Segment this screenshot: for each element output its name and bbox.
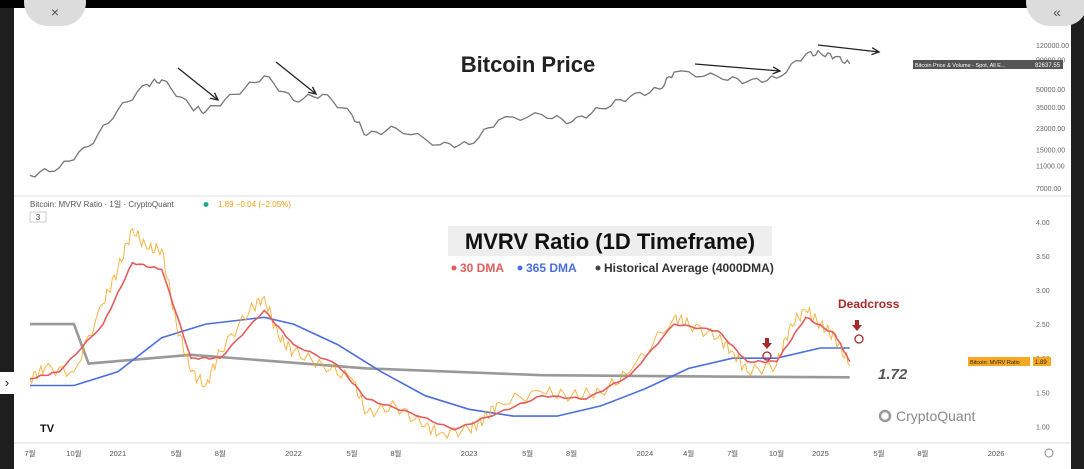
mvrv-y-tick: 1.50 — [1036, 390, 1050, 397]
mvrv-series-365-dma — [30, 316, 850, 417]
trend-arrow-3-head — [772, 66, 782, 75]
legend-label-2: Historical Average (4000DMA) — [604, 261, 774, 275]
indicator-count: 3 — [36, 213, 41, 222]
trend-arrow-2-head — [308, 86, 318, 95]
mvrv-y-tick: 2.50 — [1036, 322, 1050, 329]
cross-arrow-1 — [762, 338, 772, 349]
mvrv-y-tick: 3.00 — [1036, 288, 1050, 295]
cross-arrow-2 — [852, 320, 862, 331]
x-tick-label: 8월 — [215, 448, 226, 458]
mvrv-chart-title: MVRV Ratio (1D Timeframe) — [465, 229, 755, 254]
trend-arrows — [177, 44, 881, 101]
expand-button[interactable]: « — [1026, 0, 1084, 26]
x-tick-label: 4월 — [683, 448, 694, 458]
x-tick-label: 2022 — [285, 449, 302, 458]
x-tick-label: 10월 — [66, 448, 81, 458]
historical-average-value: 1.72 — [878, 366, 908, 383]
indicator-count-box[interactable] — [29, 211, 47, 223]
trend-arrow-1-head — [210, 92, 220, 101]
x-tick-label: 5월 — [522, 448, 533, 458]
mvrv-annotations: 1.72 Deadcross — [762, 297, 908, 383]
cryptoquant-watermark: CryptoQuant — [878, 408, 975, 424]
mvrv-value-bg — [1033, 357, 1051, 366]
price-y-tick: 35000.00 — [1036, 105, 1065, 112]
price-series-tag-bg — [913, 60, 1033, 69]
live-dot-icon — [203, 202, 209, 207]
cryptoquant-text: CryptoQuant — [896, 408, 975, 424]
mvrv-y-axis: 4.003.503.002.502.001.501.00 — [1036, 220, 1050, 432]
legend-dot-0 — [451, 265, 457, 271]
top-bar — [0, 0, 1084, 8]
x-tick-label: 8월 — [390, 448, 401, 458]
legend-dot-2 — [595, 265, 601, 271]
x-tick-label: 7월 — [24, 448, 35, 458]
mvrv-header: Bitcoin: MVRV Ratio · 1일 · CryptoQuant — [30, 200, 174, 209]
legend-label-0: 30 DMA — [460, 261, 504, 275]
price-pane: Bitcoin Price 120000.0090000.0050000.003… — [29, 43, 1069, 193]
legend-dot-1 — [517, 265, 523, 271]
trend-arrow-4-head — [871, 47, 881, 56]
price-last-value: 82637.55 — [1035, 63, 1061, 69]
price-chart-title: Bitcoin Price — [461, 52, 595, 77]
mvrv-lines — [29, 227, 851, 440]
mvrv-series-30-dma — [29, 261, 851, 431]
close-icon: × — [50, 4, 60, 20]
mvrv-y-tick: 3.50 — [1036, 254, 1050, 261]
mvrv-series-bitcoin-mvrv-ratio — [29, 227, 851, 440]
trend-arrow-3 — [694, 63, 781, 72]
x-tick-label: 2025 — [812, 449, 829, 458]
tradingview-logo: TV — [40, 423, 55, 435]
mvrv-legend: 30 DMA 365 DMA Historical Average (4000DMA… — [451, 261, 774, 275]
cross-marker-2 — [854, 334, 864, 344]
price-y-tick: 50000.00 — [1036, 87, 1065, 94]
cryptoquant-logo-icon — [878, 409, 892, 423]
x-axis: 7월 10월 2021 5월 8월 2022 5월 8월 2023 5월 8월 2024 4월 7월 10월… — [14, 442, 1071, 458]
deadcross-label: Deadcross — [838, 297, 900, 311]
settings-gear-icon[interactable] — [1044, 448, 1054, 458]
price-line — [29, 49, 851, 178]
mvrv-series-historical-average-4000dma- — [30, 322, 850, 379]
x-tick-label: 2024 — [636, 449, 653, 458]
trend-arrow-2 — [275, 61, 317, 95]
trend-arrow-1 — [177, 67, 219, 101]
price-y-tick: 23000.00 — [1036, 126, 1065, 133]
mvrv-y-tick: 1.00 — [1036, 424, 1050, 431]
mvrv-series-tag-bg — [968, 357, 1030, 366]
chevron-right-icon[interactable]: › — [0, 372, 14, 394]
x-tick-label: 8월 — [917, 448, 928, 458]
x-tick-label: 5월 — [346, 448, 357, 458]
x-tick-label: 2026 — [988, 449, 1005, 458]
x-tick-label: 10월 — [769, 448, 784, 458]
mvrv-y-tick: 4.00 — [1036, 220, 1050, 227]
price-value-bg — [1033, 60, 1063, 69]
trend-arrow-4 — [817, 44, 880, 53]
mvrv-title-bg — [448, 226, 772, 256]
x-tick-label: 2023 — [461, 449, 478, 458]
price-y-tick: 7000.00 — [1036, 186, 1061, 193]
cross-marker-1 — [762, 351, 772, 361]
x-tick-label: 7월 — [727, 448, 738, 458]
legend-label-1: 365 DMA — [526, 261, 577, 275]
mvrv-header-value: 1.89 −0.04 (−2.05%) — [218, 200, 291, 209]
price-y-tick: 15000.00 — [1036, 148, 1065, 155]
mvrv-last-value-tag: Bitcoin: MVRV Ratio 1.89 — [968, 357, 1051, 366]
x-tick-label: 5월 — [171, 448, 182, 458]
mvrv-pane: Bitcoin: MVRV Ratio · 1일 · CryptoQuant 1… — [29, 200, 1051, 440]
mvrv-last-value: 1.89 — [1035, 360, 1047, 366]
price-y-tick: 120000.00 — [1036, 43, 1069, 50]
price-y-tick: 11000.00 — [1036, 163, 1065, 170]
price-last-value-tag: Bitcoin Price & Volume - Spot, All E... 8… — [913, 60, 1063, 69]
close-button[interactable]: × — [24, 0, 86, 26]
x-tick-label: 2021 — [109, 449, 126, 458]
chevron-left-icon: « — [1053, 4, 1061, 20]
mvrv-series-name: Bitcoin: MVRV Ratio — [970, 360, 1020, 366]
x-tick-label: 5월 — [873, 448, 884, 458]
price-series-name: Bitcoin Price & Volume - Spot, All E... — [915, 63, 1006, 69]
x-tick-label: 8월 — [566, 448, 577, 458]
